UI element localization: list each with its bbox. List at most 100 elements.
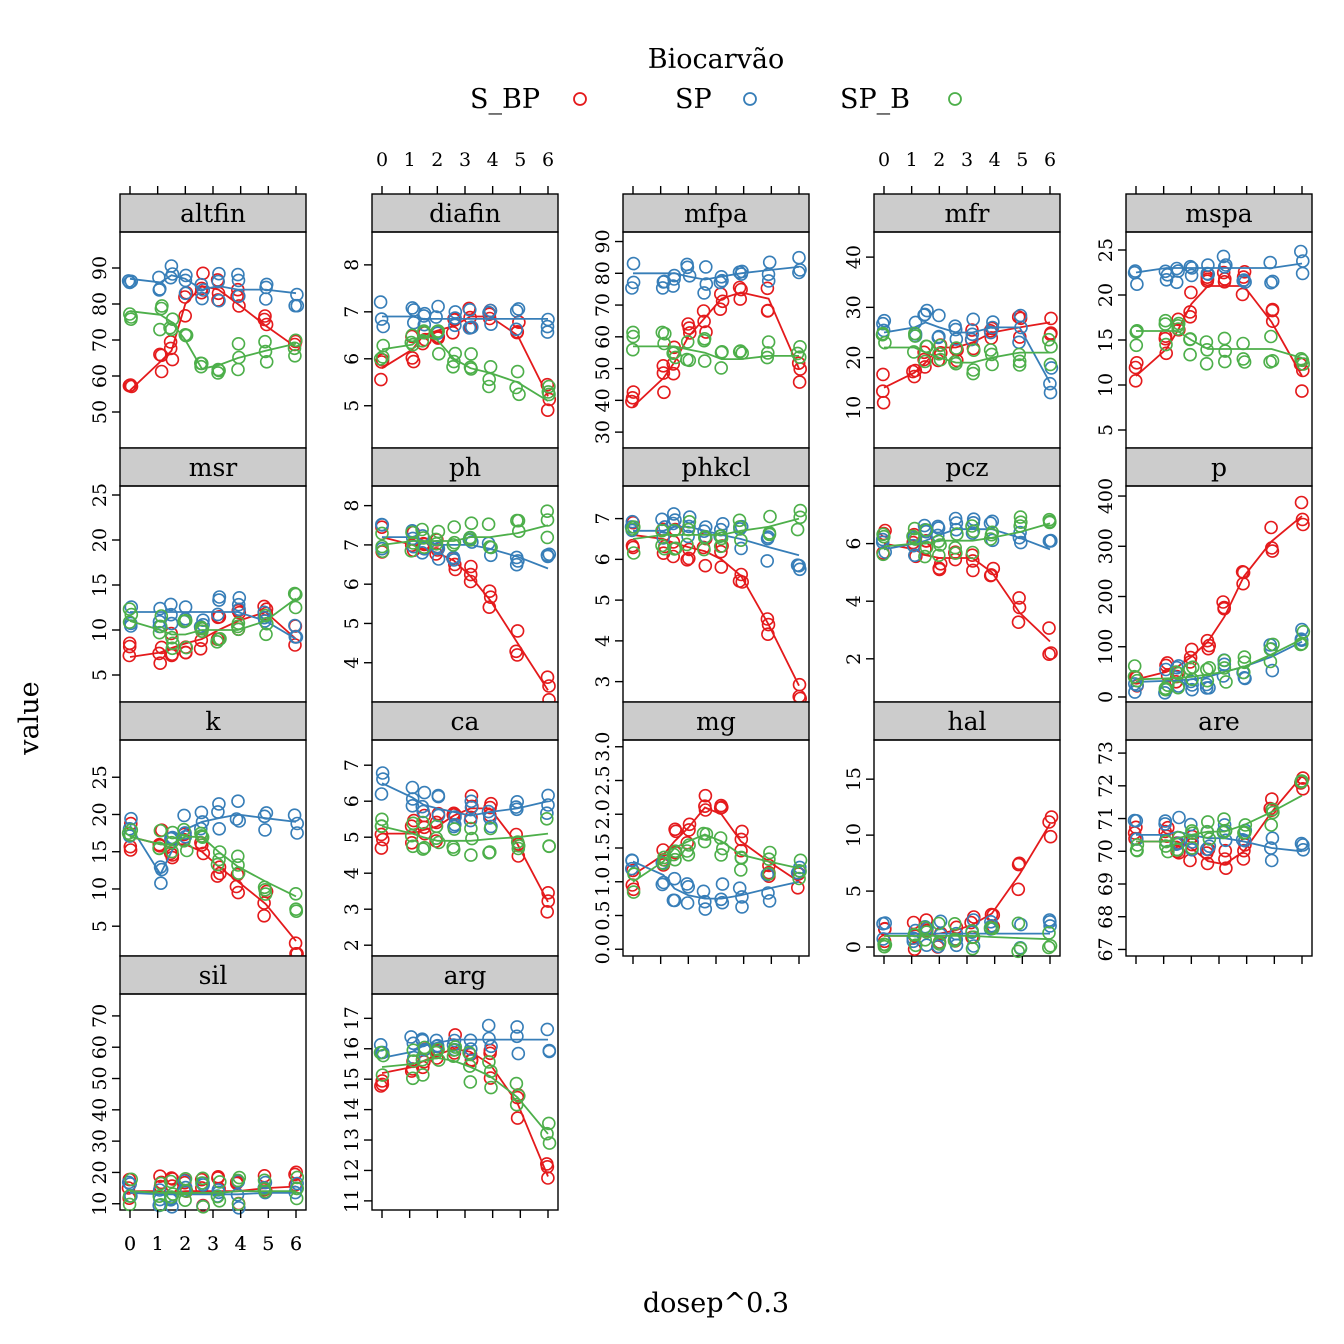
point-S_BP [540,904,555,919]
y-tick-label-msr: 10 [89,618,111,642]
point-SP_B [462,1059,477,1073]
x-tick-label: 4 [487,149,499,171]
strip-sil [119,955,307,995]
panel-msr: msr 5 10 15 20 25 [89,447,307,703]
point-SP [793,263,807,277]
point-SP [908,315,923,330]
y-tick-label-arg: 13 [341,1128,363,1152]
point-SP [734,541,748,556]
y-tick-label-arg: 11 [341,1189,363,1213]
point-SP_B [289,904,304,919]
panel-sil: sil 10 20 30 40 50 60 70 [89,955,307,1216]
point-SP_B [259,627,273,642]
point-SP [164,597,178,612]
point-SP_B [1266,805,1280,820]
point-SP_B [416,325,431,340]
point-SP [232,1201,246,1215]
point-SP [680,896,695,910]
strip-label-phkcl: phkcl [681,453,750,482]
point-SP_B [462,1045,476,1060]
smooth-line-SP_B [633,345,799,360]
point-SP [1202,680,1216,695]
point-SP_B [232,350,246,365]
point-SP [540,1022,555,1037]
point-SP_B [178,1193,192,1207]
point-SP [257,809,272,824]
point-SP_B [763,509,777,524]
point-SP_B [793,503,808,518]
x-tick-label: 0 [124,1233,136,1255]
point-SP_B [164,1190,179,1204]
point-SP_B [697,331,712,346]
point-SP [965,327,980,342]
point-SP [417,785,432,800]
point-S_BP [542,392,557,407]
point-SP_B [542,387,556,402]
y-tick-label-mspa: 20 [1095,283,1117,307]
point-SP_B [1237,650,1252,664]
point-SP_B [446,842,461,857]
series-S_BP-pcz [876,523,1058,662]
smooth-line-SP [632,860,800,900]
point-S_BP [761,617,776,632]
point-SP [697,894,712,909]
point-SP [732,881,747,896]
point-SP [464,320,479,335]
smooth-line-SP_B [129,597,297,636]
series-SP-mfr [876,303,1059,400]
point-SP [259,280,273,295]
point-SP [1236,273,1250,288]
point-SP [1185,682,1199,697]
point-SP_B [406,1054,421,1068]
point-SP_B [482,1055,496,1069]
y-tick-label-ca: 4 [341,867,363,879]
point-SP [540,325,555,339]
point-SP [194,805,209,820]
point-SP_B [123,828,138,842]
point-S_BP [464,559,478,574]
point-SP_B [966,524,981,539]
panel-are: are 67 68 69 70 71 72 73 [1095,701,1313,962]
point-SP_B [212,845,227,859]
point-SP_B [626,329,641,344]
point-SP_B [541,1116,556,1131]
point-S_BP [735,824,749,839]
point-SP_B [1042,512,1057,527]
point-SP [429,310,443,324]
strip-label-are: are [1198,707,1240,736]
point-S_BP [1294,495,1309,510]
point-S_BP [876,367,890,382]
point-S_BP [210,869,225,883]
point-SP [1013,308,1028,323]
smooth-line-SP_B [381,524,549,546]
point-S_BP [406,354,421,369]
series-SP_B-mspa [1129,313,1310,371]
strip-label-ca: ca [451,707,480,736]
point-SP [735,900,749,914]
point-SP_B [1264,329,1278,344]
point-S_BP [1218,843,1233,858]
point-S_BP [792,677,807,692]
point-S_BP [715,294,730,309]
smooth-line-S_BP [632,291,800,408]
point-SP_B [431,324,446,338]
point-S_BP [657,385,671,400]
point-SP_B [1201,815,1215,829]
point-SP_B [790,522,805,537]
point-SP [164,259,179,273]
point-S_BP [1264,520,1278,535]
point-S_BP [698,799,712,814]
point-SP [1013,535,1028,550]
series-S_BP-phkcl [625,515,808,706]
point-SP [212,821,226,836]
y-tick-label-ph: 8 [341,500,363,512]
point-SP [790,558,805,573]
point-SP_B [429,532,443,547]
point-SP [511,554,525,568]
strip-are [1125,701,1313,741]
y-tick-label-mfr: 10 [843,396,865,420]
point-SP [376,319,391,334]
legend-label-SP: SP [675,84,712,115]
y-axis-label: value [14,681,45,755]
